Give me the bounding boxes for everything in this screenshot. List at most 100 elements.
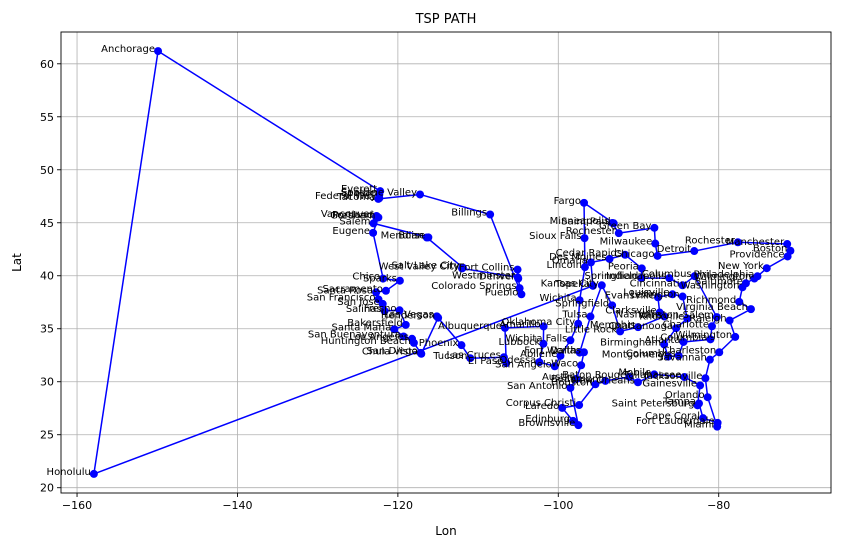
- city-label: Peoria: [608, 261, 639, 272]
- route-segment: [426, 236, 464, 269]
- route-segment: [378, 193, 421, 200]
- city-label: Denver: [479, 272, 516, 283]
- city-marker: [634, 323, 643, 332]
- city-marker: [424, 233, 433, 242]
- route-segment: [589, 285, 603, 317]
- city-label: Memphis: [590, 320, 635, 331]
- city-label: Sioux Falls: [529, 231, 581, 242]
- city-label: Gainesville: [642, 378, 697, 389]
- city-label: Abilene: [520, 349, 557, 360]
- route-segment: [420, 317, 439, 355]
- city-marker: [372, 288, 381, 297]
- city-label: Phoenix: [419, 338, 459, 349]
- city-marker: [746, 305, 755, 314]
- city-marker: [379, 274, 388, 283]
- route-segment: [683, 338, 711, 343]
- city-label: Columbus: [642, 269, 692, 280]
- city-label: Louisville: [623, 287, 669, 298]
- city-label: Cincinnati: [630, 278, 680, 289]
- city-label: Little Rock: [565, 324, 617, 335]
- city-marker: [409, 338, 418, 347]
- y-tick-label: 50: [40, 164, 54, 177]
- city-label: Columbia: [660, 332, 707, 343]
- city-marker: [713, 418, 722, 427]
- city-markers: [89, 47, 795, 478]
- route-segment: [93, 50, 159, 475]
- city-marker: [535, 358, 544, 367]
- city-marker: [380, 306, 389, 315]
- y-tick-label: 45: [40, 217, 54, 230]
- city-marker: [378, 299, 387, 308]
- city-marker: [605, 254, 614, 263]
- city-label: Wilmington: [675, 330, 732, 341]
- city-marker: [395, 306, 404, 315]
- city-label: Washington: [681, 280, 740, 291]
- city-label: San Antonio: [507, 381, 567, 392]
- city-marker: [678, 281, 687, 290]
- city-label: West Valley City: [379, 261, 459, 272]
- city-marker: [550, 362, 559, 371]
- route-segment: [618, 227, 655, 234]
- city-marker: [608, 301, 617, 310]
- city-label: Fresno: [364, 303, 397, 314]
- city-label: Salt Lake City: [392, 261, 461, 272]
- city-label: Indianapolis: [606, 271, 666, 282]
- city-label: Las Vegas: [384, 309, 434, 320]
- city-label: Springfield: [555, 298, 609, 309]
- x-tick-label: −80: [707, 499, 730, 512]
- city-marker: [674, 351, 683, 360]
- route-segment: [504, 325, 544, 329]
- city-label: Albuquerque: [438, 321, 502, 332]
- route-segment: [693, 275, 718, 318]
- city-marker: [672, 324, 681, 333]
- city-marker: [738, 283, 747, 292]
- city-marker: [601, 376, 610, 385]
- city-marker: [500, 323, 509, 332]
- city-label: Salem: [339, 216, 370, 227]
- x-tick-label: −160: [62, 499, 92, 512]
- city-marker: [572, 374, 581, 383]
- city-label: Brownsville: [518, 418, 575, 429]
- city-label: Sparks: [363, 274, 397, 285]
- city-label: Amarillo: [499, 319, 540, 330]
- city-label: Saint Petersburg: [612, 398, 695, 409]
- city-marker: [417, 349, 426, 358]
- city-label: Providence: [730, 249, 785, 260]
- route-segment: [157, 50, 381, 192]
- city-marker: [705, 355, 714, 364]
- route-segment: [372, 232, 384, 279]
- city-label: Portland: [332, 210, 373, 221]
- city-marker: [664, 352, 673, 361]
- city-label: Odessa: [499, 355, 536, 366]
- city-label: Lexington: [630, 290, 679, 301]
- city-marker: [154, 47, 163, 56]
- city-marker: [432, 312, 441, 321]
- city-marker: [369, 219, 378, 228]
- city-label: Meridian: [381, 230, 424, 241]
- city-marker: [651, 239, 660, 248]
- city-label: Fort Collins: [459, 263, 515, 274]
- y-tick-label: 20: [40, 482, 54, 495]
- city-label: Edinburg: [525, 414, 570, 425]
- city-label: Fort Lauderdale: [636, 416, 715, 427]
- city-label: El Paso: [468, 356, 503, 367]
- y-tick-label: 60: [40, 58, 54, 71]
- city-label: Tucson: [432, 351, 467, 362]
- city-marker: [690, 272, 699, 281]
- city-label: Billings: [451, 207, 487, 218]
- city-marker: [616, 327, 625, 336]
- city-marker: [679, 337, 688, 346]
- city-label: Los Angeles: [349, 332, 409, 343]
- x-tick-label: −100: [543, 499, 573, 512]
- city-marker: [653, 293, 662, 302]
- city-label: Santa Rosa: [317, 285, 373, 296]
- city-label: Clarksville: [605, 306, 656, 317]
- city-marker: [466, 354, 475, 363]
- city-label: New Orleans: [571, 375, 635, 386]
- city-marker: [678, 292, 687, 301]
- route-segment: [657, 250, 695, 257]
- plot-frame: [60, 31, 832, 494]
- city-marker: [399, 332, 408, 341]
- city-marker: [668, 290, 677, 299]
